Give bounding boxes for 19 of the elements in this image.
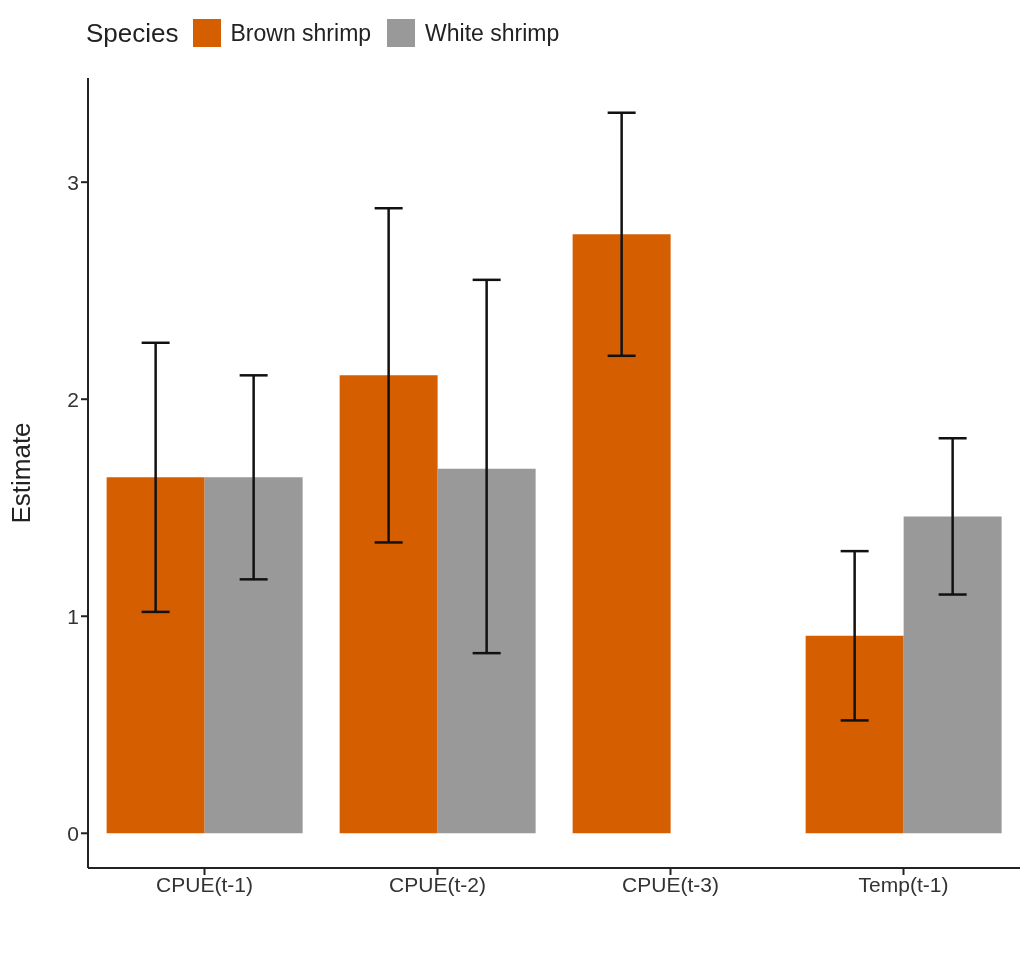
bar [204,477,303,834]
x-tick-label: CPUE(t-2) [389,872,486,896]
y-tick-label: 3 [67,170,79,194]
bar [339,375,438,834]
bar [572,234,671,834]
bar [903,516,1002,834]
legend-label: Brown shrimp [230,19,372,47]
y-tick-label: 1 [67,604,79,628]
y-axis-title: Estimate [6,422,37,524]
x-tick-label: CPUE(t-1) [156,872,253,896]
legend-label: White shrimp [425,19,560,47]
legend-title: Species [86,17,179,49]
y-tick-label: 0 [67,821,79,845]
bar [805,635,904,834]
x-tick-label: CPUE(t-3) [622,872,719,896]
x-tick-label: Temp(t-1) [858,872,949,896]
bar [106,477,205,834]
bar [437,468,536,834]
y-tick-label: 2 [67,387,79,411]
